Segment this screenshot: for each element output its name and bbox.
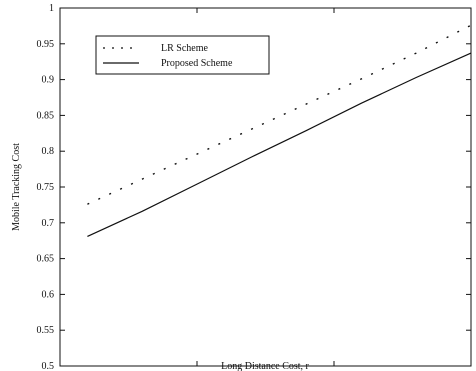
series-line-proposed-scheme	[87, 52, 472, 237]
legend-box	[95, 35, 270, 75]
legend-label-proposed-scheme: Proposed Scheme	[161, 58, 233, 69]
y-tick-label: 0.5	[42, 361, 55, 371]
y-tick-label: 1	[49, 3, 54, 14]
legend: LR Scheme Proposed Scheme	[95, 35, 270, 75]
axis-ticks: 0510150.50.550.60.650.70.750.80.850.90.9…	[37, 3, 476, 371]
series-layer	[87, 24, 472, 237]
y-tick-label: 0.65	[37, 254, 55, 265]
y-tick-label: 0.55	[37, 325, 55, 336]
y-tick-label: 0.8	[42, 146, 55, 157]
y-tick-label: 0.95	[37, 39, 55, 50]
y-tick-label: 0.7	[42, 218, 55, 229]
y-axis-title: Mobile Tracking Cost	[11, 143, 22, 231]
y-tick-label: 0.9	[42, 75, 55, 86]
legend-label-lr-scheme: LR Scheme	[161, 43, 208, 54]
y-tick-label: 0.6	[42, 289, 55, 300]
y-tick-label: 0.75	[37, 182, 55, 193]
y-tick-label: 0.85	[37, 110, 55, 121]
x-axis-title: Long Distance Cost, r	[221, 361, 309, 371]
